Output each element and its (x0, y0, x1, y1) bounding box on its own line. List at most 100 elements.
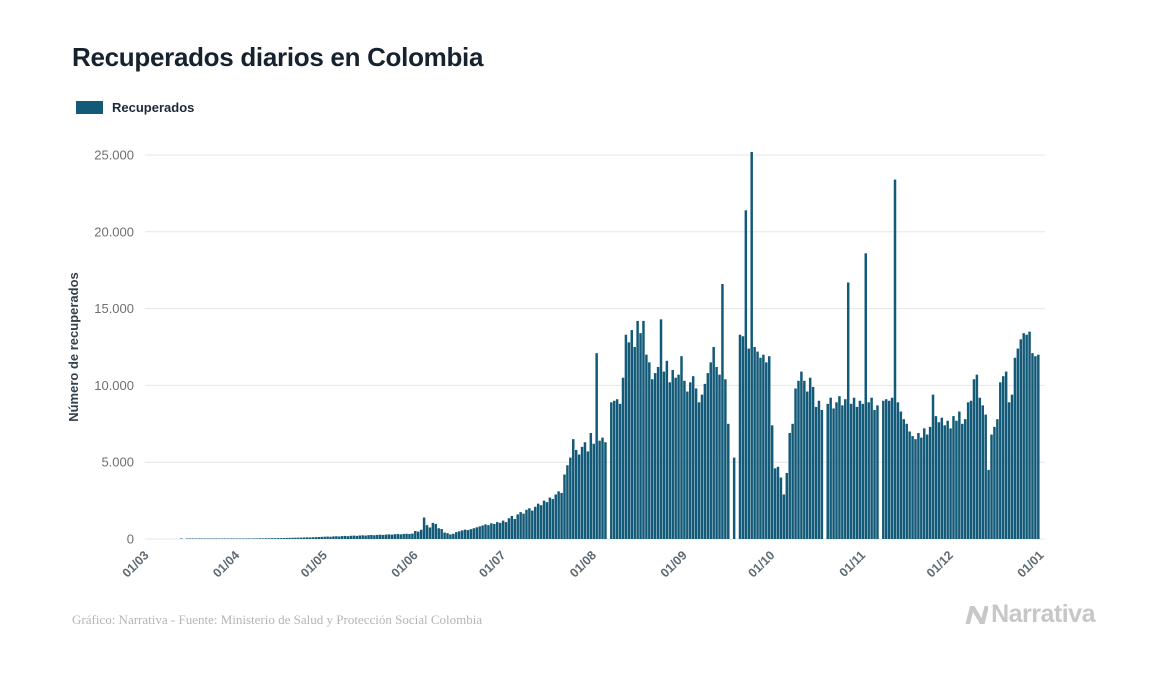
bar-recuperados (800, 371, 803, 539)
legend-item-recuperados[interactable]: Recuperados (76, 100, 194, 115)
bar-recuperados (961, 423, 964, 539)
narrativa-logo-text: Narrativa (991, 600, 1095, 628)
bar-series-recuperados (180, 151, 1040, 540)
bar-recuperados (478, 526, 481, 539)
bar-recuperados (709, 362, 712, 539)
bar-recuperados (627, 342, 631, 539)
bar-recuperados (914, 439, 917, 539)
bar-recuperados (808, 377, 812, 539)
bar-recuperados (305, 537, 309, 539)
bar-recuperados (703, 383, 707, 539)
bar-recuperados (829, 397, 832, 539)
y-axis-title: Número de recuperados (66, 272, 81, 422)
bar-recuperados (589, 433, 593, 539)
x-tick-label: 01/08 (567, 548, 599, 580)
bar-recuperados (223, 538, 227, 539)
bar-recuperados (253, 538, 256, 539)
bar-recuperados (969, 400, 973, 539)
bar-recuperados (987, 469, 990, 539)
bar-recuperados (431, 522, 435, 539)
bar-recuperados (864, 253, 867, 540)
bar-recuperados (662, 371, 666, 539)
bar-recuperados (750, 151, 753, 539)
source-credit: Gráfico: Narrativa - Fuente: Ministerio … (72, 612, 483, 627)
bar-recuperados (683, 380, 686, 539)
y-tick-labels: 0 5.000 10.000 15.000 20.000 25.000 (94, 148, 134, 547)
bar-recuperados (244, 538, 247, 539)
bar-recuperados (975, 374, 979, 539)
bar-recuperados (393, 534, 397, 539)
bar-recuperados (384, 534, 388, 539)
bar-recuperados (355, 535, 359, 539)
bar-recuperados (185, 538, 189, 539)
bar-recuperados (314, 537, 318, 539)
bar-recuperados (920, 437, 923, 539)
bar-recuperados (1013, 357, 1017, 539)
bar-recuperados (586, 451, 590, 539)
bar-recuperados (457, 531, 461, 539)
bar-recuperados (925, 434, 929, 539)
bar-recuperados (490, 523, 493, 539)
bar-recuperados (890, 397, 894, 539)
bar-recuperados (536, 503, 540, 539)
bar-recuperados (870, 397, 873, 539)
bar-recuperados (902, 419, 906, 539)
bar-recuperados (563, 474, 566, 539)
bar-recuperados (209, 538, 212, 539)
bar-recuperados (680, 356, 683, 539)
bar-recuperados (618, 403, 622, 539)
bar-recuperados (191, 538, 195, 539)
bar-recuperados (814, 406, 818, 539)
bar-recuperados (378, 534, 382, 539)
bar-recuperados (534, 506, 537, 539)
bar-recuperados (572, 439, 575, 539)
bar-recuperados (794, 388, 797, 539)
bar-recuperados (610, 402, 613, 539)
bar-recuperados (250, 538, 253, 539)
bar-recuperados (917, 433, 920, 539)
bar-recuperados (846, 282, 850, 539)
bar-recuperados (952, 416, 955, 539)
bar-recuperados (267, 538, 271, 539)
bar-recuperados (811, 386, 815, 539)
x-tick-label: 01/11 (837, 548, 869, 580)
bar-recuperados (203, 538, 206, 539)
bar-recuperados (346, 536, 350, 539)
bar-recuperados (785, 472, 789, 539)
bar-recuperados (329, 536, 332, 539)
x-tick-label: 01/01 (1015, 548, 1047, 580)
bar-recuperados (905, 423, 908, 539)
bar-recuperados (513, 519, 517, 539)
bar-recuperados (387, 534, 391, 539)
bar-recuperados (773, 468, 777, 539)
bar-recuperados (320, 536, 323, 539)
bar-recuperados (417, 531, 420, 539)
bar-recuperados (206, 538, 209, 539)
bar-recuperados (759, 357, 762, 539)
bar-recuperados (408, 534, 411, 539)
bar-recuperados (443, 532, 446, 539)
bar-recuperados (674, 377, 677, 539)
bar-recuperados (349, 535, 353, 539)
bar-recuperados (340, 536, 344, 539)
bar-recuperados (604, 442, 607, 539)
bar-recuperados (855, 406, 859, 539)
bar-recuperados (338, 536, 341, 539)
bar-recuperados (510, 515, 514, 539)
bar-recuperados (364, 535, 367, 539)
bar-recuperados (747, 348, 751, 539)
bar-recuperados (519, 512, 522, 539)
bar-recuperados (1028, 331, 1031, 539)
bar-recuperados (276, 538, 280, 539)
bar-recuperados (282, 538, 285, 539)
bar-recuperados (261, 538, 265, 539)
bar-recuperados (803, 380, 806, 539)
bar-recuperados (358, 535, 361, 539)
bar-recuperados (311, 537, 315, 539)
bar-recuperados (507, 518, 511, 539)
bar-recuperados (560, 492, 563, 539)
bar-recuperados (554, 494, 557, 539)
bar-recuperados (838, 396, 841, 539)
bar-recuperados (370, 535, 373, 539)
bar-recuperados (955, 420, 958, 539)
